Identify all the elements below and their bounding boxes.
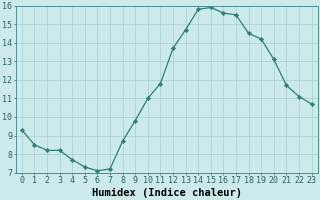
X-axis label: Humidex (Indice chaleur): Humidex (Indice chaleur) xyxy=(92,188,242,198)
